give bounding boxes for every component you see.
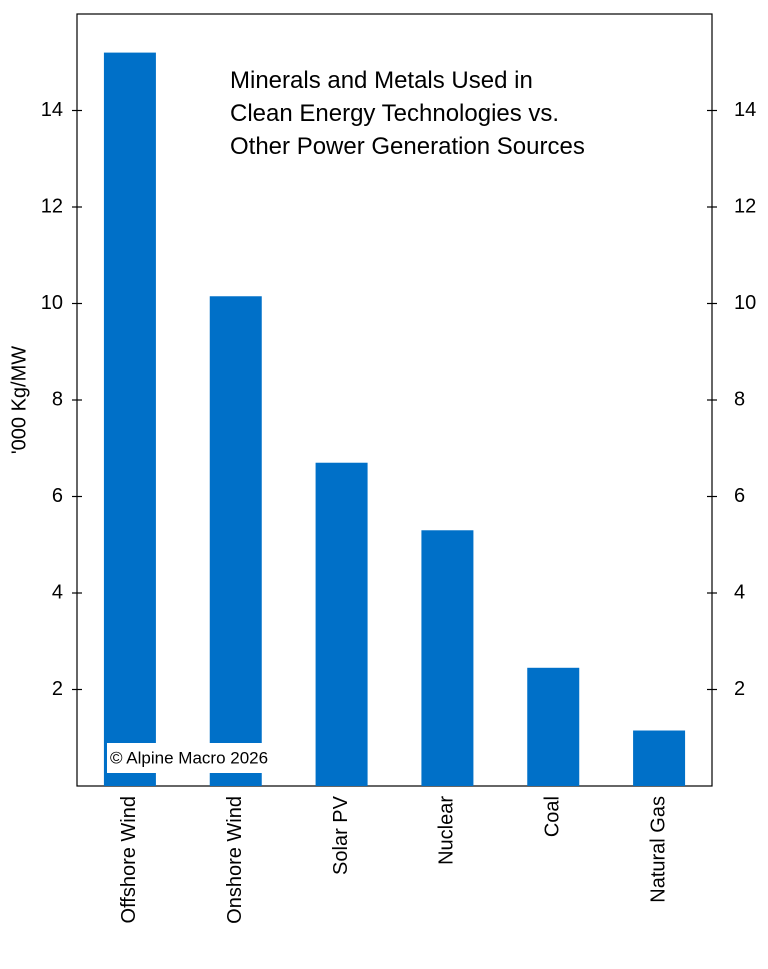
chart-title: Other Power Generation Sources bbox=[230, 133, 585, 160]
y-tick-label: 14 bbox=[41, 99, 63, 121]
annotation: © Alpine Macro 2026 bbox=[110, 748, 268, 767]
y-tick-label: 10 bbox=[41, 292, 63, 314]
y2-tick-label: 10 bbox=[734, 292, 756, 314]
y-tick-label: 6 bbox=[52, 485, 63, 507]
y-tick-label: 2 bbox=[52, 678, 63, 700]
x-tick-label: Nuclear bbox=[436, 796, 458, 865]
x-tick-label: Solar PV bbox=[330, 795, 352, 875]
bar bbox=[633, 730, 686, 786]
x-tick-label: Offshore Wind bbox=[118, 796, 140, 923]
bar bbox=[315, 462, 368, 786]
y2-tick-label: 6 bbox=[734, 485, 745, 507]
bar bbox=[209, 296, 262, 786]
bar bbox=[527, 667, 580, 786]
bar bbox=[103, 52, 156, 787]
y2-tick-label: 2 bbox=[734, 678, 745, 700]
y2-tick-label: 12 bbox=[734, 195, 756, 217]
y-axis-label: '000 Kg/MW bbox=[8, 346, 30, 454]
x-tick-label: Coal bbox=[542, 796, 564, 837]
y2-tick-label: 4 bbox=[734, 581, 745, 603]
y-tick-label: 8 bbox=[52, 388, 63, 410]
plot-frame bbox=[76, 13, 713, 787]
y2-tick-label: 14 bbox=[734, 99, 756, 121]
y2-tick-label: 8 bbox=[734, 388, 745, 410]
annotation-box bbox=[107, 743, 287, 773]
chart-title: Minerals and Metals Used in bbox=[230, 67, 533, 94]
y-tick-label: 4 bbox=[52, 581, 63, 603]
x-tick-label: Natural Gas bbox=[647, 796, 669, 903]
bar bbox=[421, 530, 474, 786]
y-tick-label: 12 bbox=[41, 195, 63, 217]
chart-title: Clean Energy Technologies vs. bbox=[230, 100, 559, 127]
x-tick-label: Onshore Wind bbox=[224, 796, 246, 924]
